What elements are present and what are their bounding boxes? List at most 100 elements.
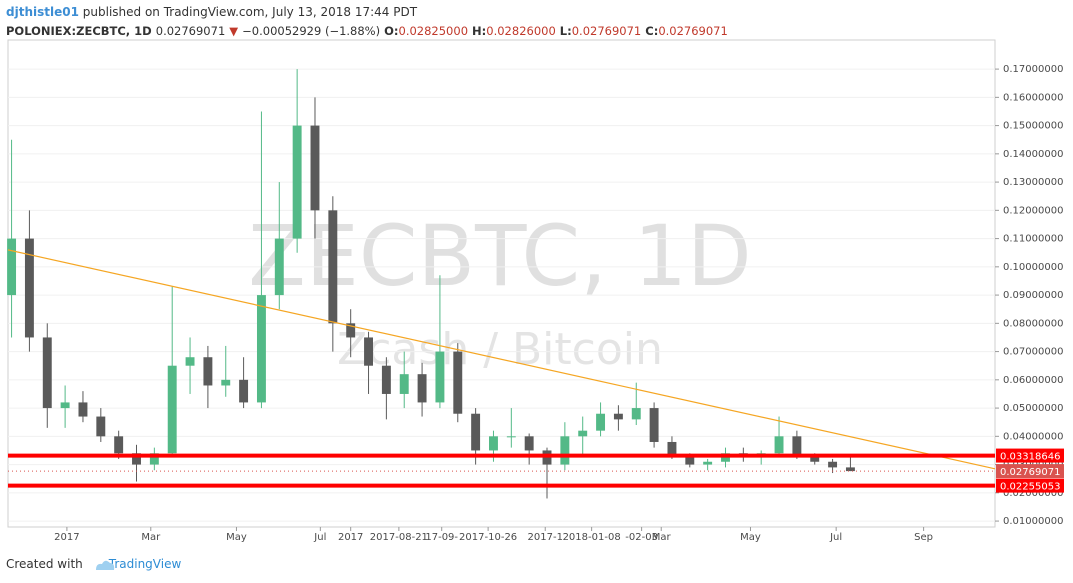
c: 0.02769071 — [658, 24, 728, 38]
y-tick-label: 0.01000000 — [1003, 516, 1063, 527]
candle-body — [399, 374, 409, 394]
candle-body — [78, 402, 88, 417]
y-tick-label: 0.08000000 — [1003, 318, 1063, 329]
o: 0.02825000 — [398, 24, 469, 38]
watermark: ZECBTC, 1D — [248, 207, 751, 305]
candle-body — [381, 365, 391, 394]
candle-body — [631, 408, 641, 420]
candle-body — [703, 461, 713, 465]
c-label: C: — [645, 24, 659, 38]
candle-body — [810, 456, 820, 462]
candle-body — [524, 436, 534, 451]
candle-body — [292, 125, 302, 239]
level-tag — [996, 448, 1064, 463]
created: Created with — [6, 557, 83, 571]
l: 0.02769071 — [571, 24, 642, 38]
candle-body — [560, 436, 570, 465]
candle-body — [453, 351, 463, 414]
x-tick-label: Jul — [313, 532, 326, 543]
x-tick-label: Jul — [829, 532, 842, 543]
candle-body — [7, 238, 17, 296]
published: published on TradingView.com, July 13, 2… — [82, 5, 418, 19]
x-tick-label: 2017-08-21 — [370, 532, 428, 543]
candle-body — [364, 337, 373, 366]
candle-body — [471, 413, 481, 451]
trendline — [7, 249, 996, 470]
candle-body — [256, 295, 266, 403]
y-tick-label: 0.13000000 — [1003, 177, 1063, 188]
last: 0.02769071 — [155, 24, 226, 38]
x-tick-label: Mar — [141, 532, 161, 543]
h: 0.02826000 — [486, 24, 556, 38]
header: djthistle01 published on TradingView.com… — [6, 3, 728, 41]
o-label: O: — [384, 24, 399, 38]
quote-line: POLONIEX:ZECBTC, 1D 0.02769071 ▼ −0.0005… — [6, 22, 728, 41]
change: −0.00052929 (−1.88%) — [242, 24, 381, 38]
candle-body — [328, 210, 338, 324]
y-tick-label: 0.10000000 — [1003, 262, 1063, 273]
candle-body — [792, 436, 802, 457]
candle-body — [310, 125, 320, 211]
candle-body — [506, 436, 516, 438]
publish-line: djthistle01 published on TradingView.com… — [6, 3, 728, 22]
x-tick-label: Sep — [914, 532, 933, 543]
x-tick-label: 2017-1 — [528, 532, 563, 543]
x-tick-label: -02-03 — [625, 532, 658, 543]
candle-body — [578, 430, 588, 437]
x-tick-label: May — [226, 532, 247, 543]
candle-body — [649, 408, 659, 442]
candle-body — [845, 467, 855, 472]
candle-body — [435, 351, 445, 403]
candle-body — [24, 238, 34, 338]
last-price-label: 0.02769071 — [1000, 467, 1060, 478]
candle-body — [667, 441, 677, 457]
x-tick-label: Mar — [652, 532, 672, 543]
y-tick-label: 0.09000000 — [1003, 290, 1063, 301]
candle-body — [149, 453, 159, 465]
x-tick-label: May — [740, 532, 761, 543]
y-tick-label: 0.11000000 — [1003, 234, 1063, 245]
y-tick-label: 0.14000000 — [1003, 149, 1063, 160]
candle-body — [96, 416, 106, 437]
watermark-sub: Zcash / Bitcoin — [337, 324, 663, 375]
y-tick-label: 0.04000000 — [1003, 431, 1063, 442]
candle-body — [185, 357, 195, 366]
x-tick-label: 2017 — [338, 532, 363, 543]
candle-body — [60, 402, 70, 409]
candle-body — [685, 456, 695, 465]
level-tag — [996, 478, 1064, 493]
candle-body — [167, 365, 177, 454]
candle-body — [221, 379, 231, 386]
x-tick-label: 2017 — [54, 532, 79, 543]
h-label: H: — [472, 24, 487, 38]
x-tick-label: 17-09- — [425, 532, 458, 543]
candle-body — [42, 337, 52, 409]
candle-body — [346, 323, 356, 338]
y-tick-label: 0.07000000 — [1003, 347, 1063, 358]
candle-body — [132, 453, 141, 465]
level-label: 0.02255053 — [1000, 482, 1060, 493]
y-tick-label: 0.15000000 — [1003, 121, 1063, 132]
candle-body — [613, 413, 623, 420]
candle-body — [774, 436, 784, 454]
y-tick-label: 0.06000000 — [1003, 375, 1063, 386]
candle-body — [828, 461, 838, 468]
arrow: ▼ — [229, 24, 239, 38]
x-tick-label: 2018-01-08 — [563, 532, 621, 543]
candle-body — [274, 238, 284, 296]
candle-body — [203, 357, 213, 386]
level-label: 0.03318646 — [1000, 452, 1060, 463]
author[interactable]: djthistle01 — [6, 5, 79, 19]
y-tick-label: 0.17000000 — [1003, 64, 1063, 75]
candle-body — [114, 436, 124, 454]
brand[interactable]: TradingView — [108, 557, 182, 571]
y-tick-label: 0.16000000 — [1003, 92, 1063, 103]
last-price-tag — [996, 464, 1064, 479]
l-label: L: — [559, 24, 572, 38]
x-tick-label: 2017-10-26 — [459, 532, 517, 543]
candle-body — [417, 374, 427, 403]
candle-body — [489, 436, 498, 451]
y-tick-label: 0.02000000 — [1003, 488, 1063, 499]
candle-body — [596, 413, 606, 431]
